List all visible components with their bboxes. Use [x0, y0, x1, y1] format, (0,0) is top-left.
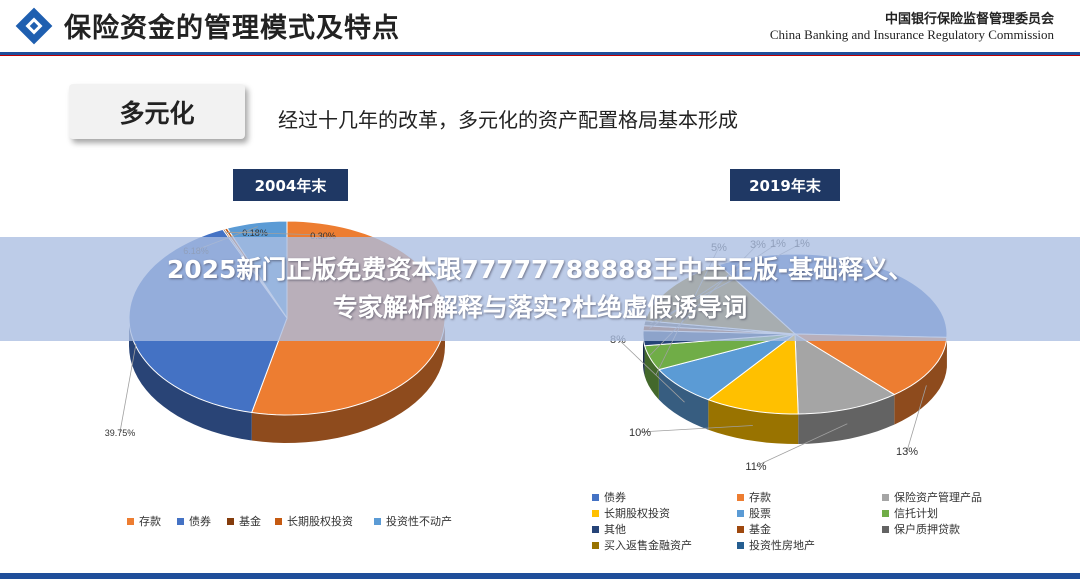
header-accent-line [0, 55, 1080, 56]
watermark-line-2: 专家解析解释与落实?杜绝虚假诱导词 [332, 293, 748, 322]
legend-label: 其他 [604, 523, 626, 536]
org-name-en: China Banking and Insurance Regulatory C… [769, 27, 1054, 42]
header-divider [0, 52, 1080, 55]
leader-line-长期股权投资 [228, 231, 324, 236]
legend-item: 存款 [737, 489, 771, 505]
legend-swatch [592, 493, 599, 501]
legend-label: 存款 [139, 515, 161, 528]
legend-label: 投资性不动产 [386, 515, 452, 528]
legend-swatch [177, 517, 184, 525]
legend-label: 基金 [239, 515, 261, 528]
legend-swatch [737, 493, 744, 501]
legend-swatch [737, 541, 744, 549]
pie-slice-保险资产管理产品 [794, 333, 896, 415]
legend-item: 基金 [737, 521, 771, 537]
legend-item: 保户质押贷款 [882, 521, 960, 537]
legend-label: 债券 [604, 491, 626, 504]
chart-2004-title: 2004年末 [233, 169, 348, 201]
leader-line-股票 [617, 338, 685, 403]
legend-item: 基金 [227, 513, 261, 529]
pie-slice-存款 [793, 333, 948, 396]
pie-side-长期股权投资 [708, 399, 799, 444]
legend-swatch [737, 509, 744, 517]
pie-side-保险资产管理产品 [798, 394, 895, 444]
legend-swatch [737, 525, 744, 533]
leader-line-债券 [119, 343, 137, 433]
section-tag: 多元化 [69, 84, 245, 139]
legend-label: 债券 [189, 515, 211, 528]
legend-swatch [592, 509, 599, 517]
legend-swatch [592, 541, 599, 549]
legend-label: 投资性房地产 [749, 539, 815, 552]
legend-label: 长期股权投资 [287, 515, 353, 528]
legend-item: 股票 [737, 505, 771, 521]
legend-label: 信托计划 [894, 507, 938, 520]
legend-label: 股票 [749, 507, 771, 520]
leader-line-存款 [906, 385, 927, 452]
legend-label: 存款 [749, 491, 771, 504]
section-description: 经过十几年的改革，多元化的资产配置格局基本形成 [278, 108, 738, 132]
legend-item: 存款 [127, 513, 161, 529]
legend-swatch [882, 525, 889, 533]
legend-swatch [882, 509, 889, 517]
watermark-banner: 2025新门正版免费资本跟77777788888王中王正版-基础释义、 专家解析… [0, 237, 1080, 341]
legend-label: 买入返售金融资产 [604, 539, 692, 552]
pie-side-存款 [894, 337, 947, 425]
data-label-债券: 39.75% [105, 428, 136, 438]
legend-swatch [374, 517, 381, 525]
cbirc-logo-icon [15, 7, 53, 45]
legend-item: 买入返售金融资产 [592, 537, 692, 553]
legend-item: 债券 [177, 513, 211, 529]
pie-side-债券 [129, 318, 252, 441]
legend-swatch [227, 517, 234, 525]
pie-side-股票 [658, 369, 709, 430]
legend-item: 债券 [592, 489, 626, 505]
legend-item: 投资性不动产 [374, 513, 452, 529]
legend-label: 基金 [749, 523, 771, 536]
legend-label: 保险资产管理产品 [894, 491, 982, 504]
data-label-保险资产管理产品: 11% [745, 461, 766, 473]
footer-divider [0, 573, 1080, 579]
leader-line-保险资产管理产品 [755, 423, 848, 467]
legend-item: 长期股权投资 [275, 513, 353, 529]
pie-side-存款 [251, 318, 445, 443]
legend-item: 信托计划 [882, 505, 938, 521]
legend-swatch [592, 525, 599, 533]
legend-item: 长期股权投资 [592, 505, 670, 521]
legend-swatch [275, 517, 282, 525]
legend-label: 保户质押贷款 [894, 523, 960, 536]
pie-slice-长期股权投资 [707, 333, 799, 415]
legend-swatch [127, 517, 134, 525]
legend-item: 保险资产管理产品 [882, 489, 982, 505]
legend-swatch [882, 493, 889, 501]
pie-side-信托计划 [644, 345, 659, 400]
leader-line-长期股权投资 [639, 425, 753, 433]
data-label-长期股权投资: 0.30% [310, 231, 336, 241]
page-title: 保险资金的管理模式及特点 [64, 13, 400, 44]
org-name-cn: 中国银行保险监督管理委员会 [884, 12, 1054, 27]
data-label-长期股权投资: 10% [629, 427, 651, 439]
legend-item: 其他 [592, 521, 626, 537]
data-label-存款: 13% [896, 446, 918, 458]
header: 保险资金的管理模式及特点 中国银行保险监督管理委员会 China Banking… [0, 0, 1080, 58]
legend-label: 长期股权投资 [604, 507, 670, 520]
legend-item: 投资性房地产 [737, 537, 815, 553]
chart-2019-title: 2019年末 [730, 169, 840, 201]
pie-slice-股票 [657, 333, 796, 401]
watermark-line-1: 2025新门正版免费资本跟77777788888王中王正版-基础释义、 [166, 255, 914, 284]
